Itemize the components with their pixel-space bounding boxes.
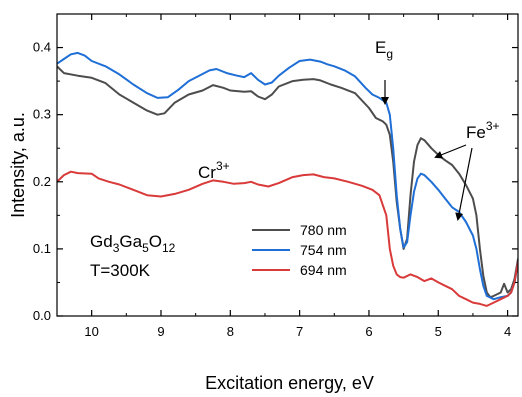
plot-background	[57, 14, 518, 316]
legend-label-754-nm: 754 nm	[300, 242, 347, 258]
annotations: Eg Fe3+ Cr3+ Gd3Ga5O12 T=300K	[90, 38, 500, 280]
series-line-694-nm	[57, 170, 518, 307]
x-tick-label-9: 9	[157, 324, 164, 339]
sample-formula: Gd3Ga5O12	[90, 232, 176, 255]
y-tick-label-0.4: 0.4	[33, 40, 51, 55]
x-tick-label-10: 10	[84, 324, 98, 339]
series-line-754-nm	[57, 51, 518, 301]
annotation-arrow-fe-1	[455, 147, 473, 221]
x-tick-label-7: 7	[296, 324, 303, 339]
annotation-arrow-fe-0	[434, 144, 467, 159]
legend-label-780-nm: 780 nm	[300, 222, 347, 238]
annotation-cr: Cr3+	[198, 159, 230, 182]
x-tick-label-5: 5	[435, 324, 442, 339]
series-line-780-nm	[57, 65, 518, 299]
x-tick-label-4: 4	[504, 324, 511, 339]
y-tick-label-0.3: 0.3	[33, 107, 51, 122]
y-tick-label-0: 0.0	[33, 308, 51, 323]
x-tick-label-6: 6	[365, 324, 372, 339]
plot-area	[57, 14, 518, 316]
series-lines	[57, 51, 518, 307]
x-tick-label-8: 8	[227, 324, 234, 339]
y-tick-label-0.1: 0.1	[33, 241, 51, 256]
y-tick-label-0.2: 0.2	[33, 174, 51, 189]
legend: 780 nm 754 nm 694 nm	[252, 222, 347, 278]
sample-temperature: T=300K	[90, 261, 151, 280]
x-axis-title: Excitation energy, eV	[205, 373, 374, 393]
axis-frame	[56, 13, 519, 317]
annotation-fe: Fe3+	[466, 119, 500, 142]
annotation-eg: Eg	[375, 38, 393, 61]
legend-label-694-nm: 694 nm	[300, 262, 347, 278]
axes: 10 9 8 7 6 5 4 0.0 0.1 0.2 0.3 0.4 Excitation energy…	[8, 13, 519, 393]
y-axis-title: Intensity, a.u.	[8, 112, 28, 218]
